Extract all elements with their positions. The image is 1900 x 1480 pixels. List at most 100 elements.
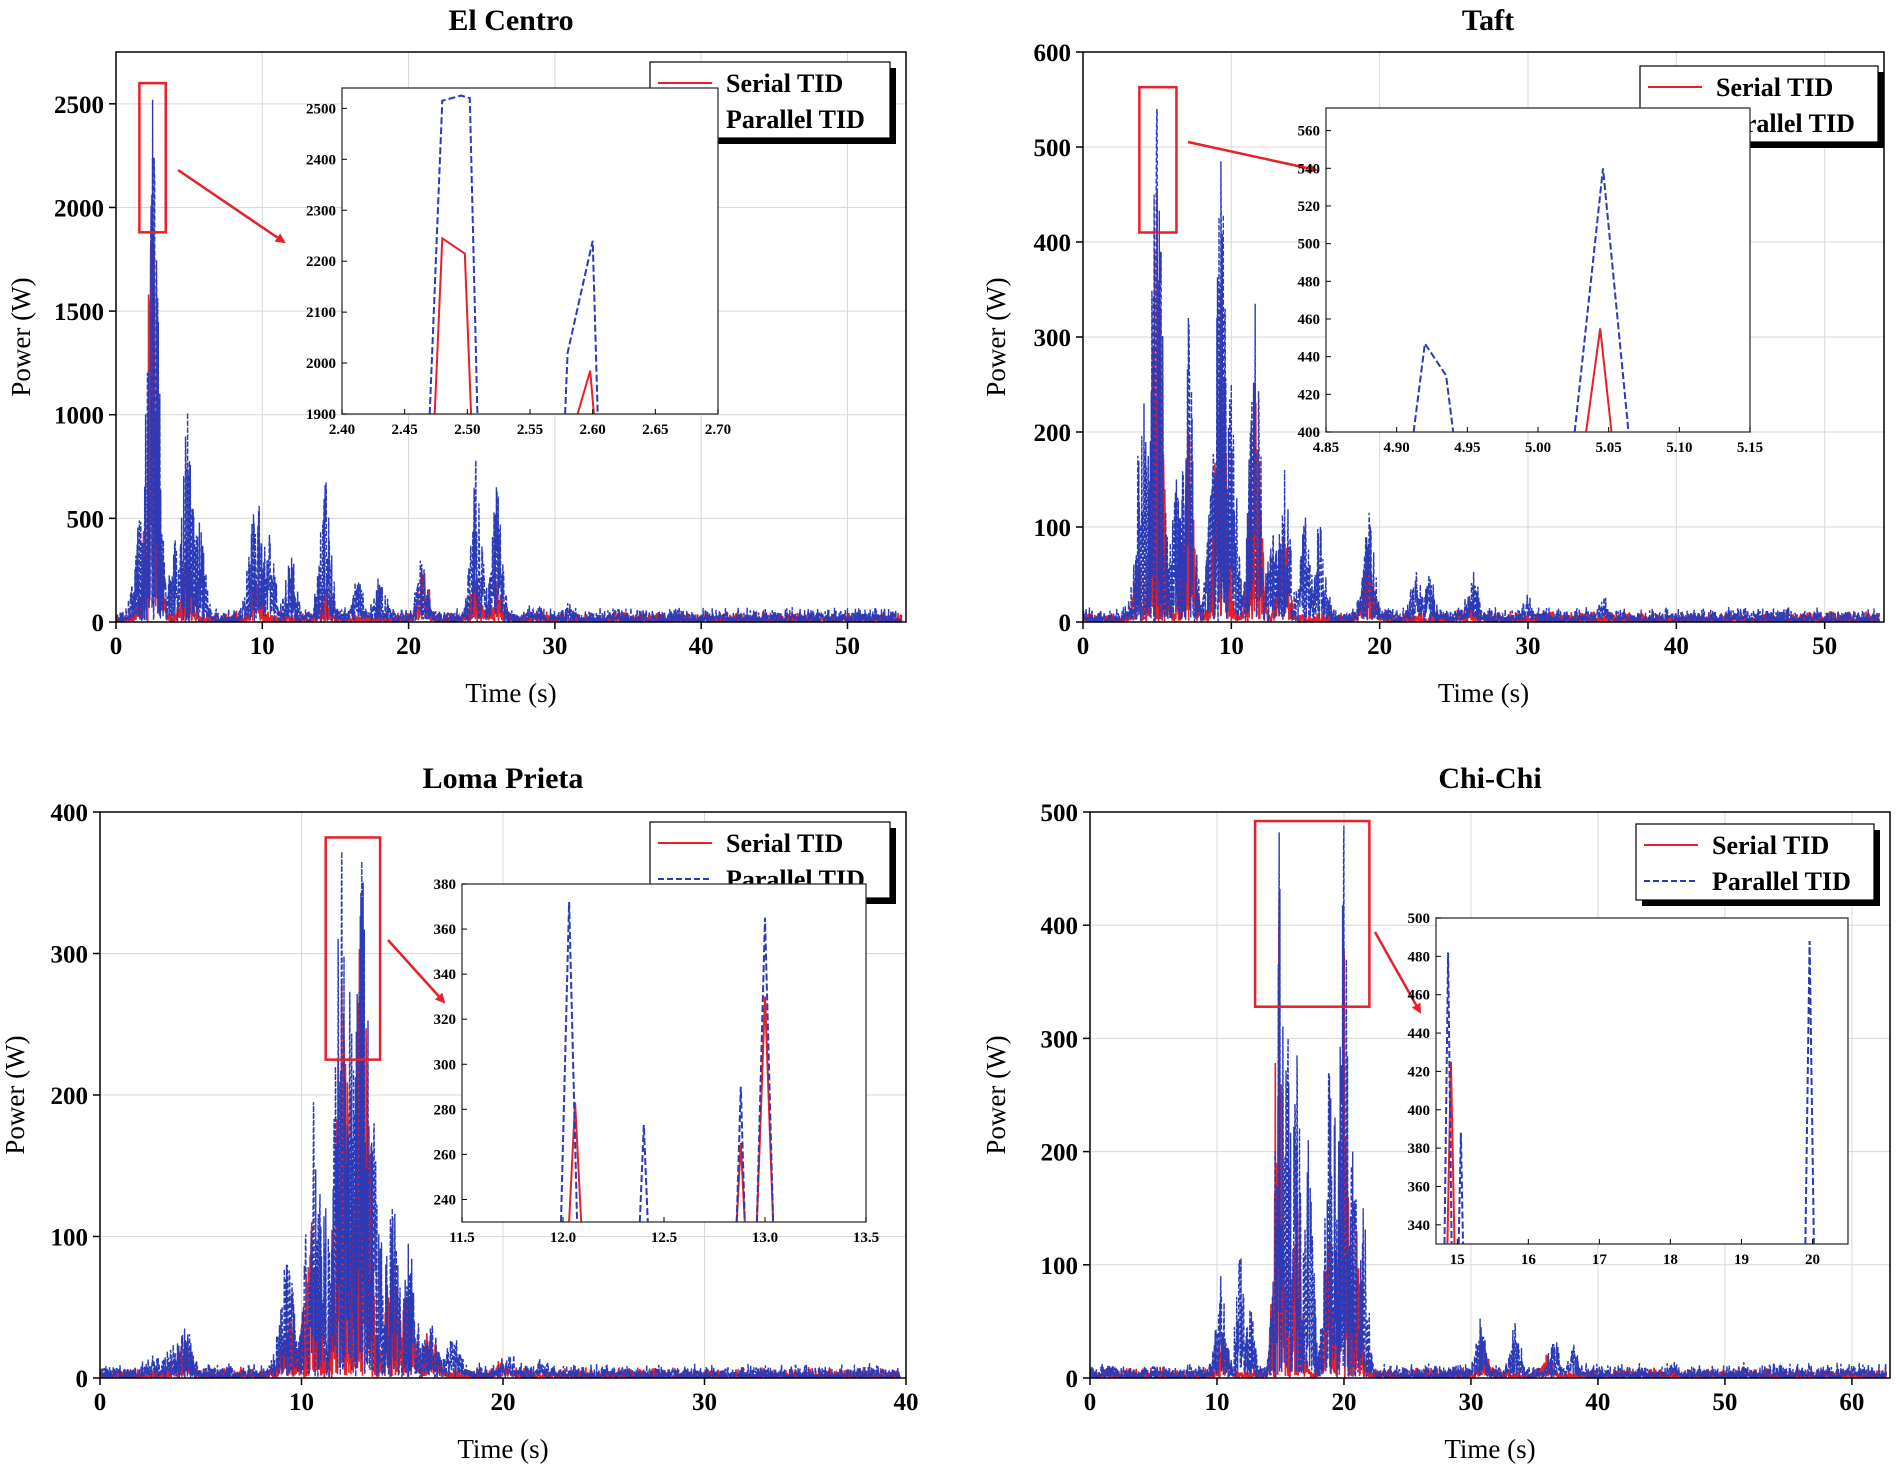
y-tick-label: 400 [51,800,89,827]
legend-serial-label: Serial TID [726,69,843,98]
x-axis-label: Time (s) [465,678,556,708]
inset-x-tick-label: 20 [1805,1252,1820,1268]
x-tick-label: 10 [1219,633,1244,660]
legend-serial-label: Serial TID [1716,73,1833,102]
y-tick-label: 600 [1034,40,1072,67]
inset-y-tick-label: 380 [1408,1141,1431,1157]
y-tick-label: 500 [1041,800,1079,827]
y-tick-label: 2500 [54,92,104,119]
inset-zoom-panel: 11.5 12.0 12.5 13.0 13.5 240 260 280 300 320 340 36… [434,877,880,1246]
inset-y-tick-label: 2100 [306,305,336,321]
inset-x-tick-label: 13.0 [752,1230,778,1246]
inset-x-tick-label: 2.45 [392,422,418,438]
inset-y-tick-label: 420 [1298,387,1321,403]
inset-x-tick-label: 17 [1592,1252,1608,1268]
y-axis-label: Power (W) [981,1035,1011,1154]
x-tick-label: 60 [1839,1389,1864,1416]
inset-x-tick-label: 5.05 [1596,440,1622,456]
inset-serial-line [1585,328,1613,432]
parallel-series-line [116,99,903,622]
inset-y-tick-label: 480 [1298,274,1321,290]
x-tick-label: 40 [1585,1389,1610,1416]
y-tick-label: 1500 [54,299,104,326]
y-tick-label: 200 [1041,1140,1079,1167]
zoom-arrow [387,939,446,1004]
inset-background [1326,108,1750,432]
y-tick-label: 0 [1059,610,1072,637]
inset-parallel-line [428,94,599,414]
inset-y-tick-label: 260 [434,1147,457,1163]
x-tick-label: 30 [692,1389,717,1416]
x-tick-label: 10 [1204,1389,1229,1416]
chart-title: Loma Prieta [423,762,584,795]
y-tick-label: 100 [1034,515,1072,542]
inset-x-tick-label: 12.5 [651,1230,677,1246]
inset-y-tick-label: 2300 [306,203,336,219]
x-axis-label: Time (s) [457,1434,548,1464]
inset-x-tick-label: 16 [1521,1252,1537,1268]
inset-x-tick-label: 19 [1734,1252,1749,1268]
y-tick-label: 400 [1041,913,1079,940]
inset-y-tick-label: 500 [1408,911,1431,927]
x-tick-label: 20 [491,1389,516,1416]
y-tick-label: 100 [1041,1253,1079,1280]
inset-parallel-line [1412,168,1630,432]
inset-parallel-line [560,901,775,1222]
inset-x-tick-label: 13.5 [853,1230,879,1246]
x-axis-label: Time (s) [1438,678,1529,708]
x-tick-label: 50 [1812,633,1837,660]
inset-x-tick-label: 2.70 [705,422,731,438]
x-tick-label: 40 [894,1389,919,1416]
inset-y-tick-label: 460 [1408,988,1431,1004]
parallel-series-line [100,851,901,1378]
y-tick-label: 300 [1041,1026,1079,1053]
zoom-arrow [1373,931,1422,1014]
y-tick-label: 200 [1034,420,1072,447]
x-tick-label: 30 [1516,633,1541,660]
x-tick-label: 50 [1712,1389,1737,1416]
inset-y-tick-label: 360 [434,922,457,938]
legend-serial-label: Serial TID [1712,831,1829,860]
inset-y-tick-label: 540 [1298,161,1321,177]
y-tick-label: 500 [67,506,105,533]
x-tick-label: 0 [94,1389,107,1416]
zoom-highlight-box [138,81,167,234]
inset-x-tick-label: 4.85 [1313,440,1339,456]
inset-x-tick-label: 11.5 [449,1230,474,1246]
inset-y-tick-label: 440 [1298,350,1321,366]
inset-y-tick-label: 500 [1298,237,1321,253]
x-tick-label: 20 [396,633,421,660]
inset-y-tick-label: 380 [434,877,457,893]
inset-x-tick-label: 2.40 [329,422,355,438]
y-tick-label: 0 [76,1366,89,1393]
inset-y-tick-label: 2000 [306,356,336,372]
inset-serial-line [433,236,595,414]
inset-x-tick-label: 5.10 [1666,440,1692,456]
legend-box [1635,823,1875,901]
inset-background [462,884,866,1222]
inset-x-tick-label: 12.0 [550,1230,576,1246]
y-tick-label: 1000 [54,403,104,430]
y-tick-label: 0 [1066,1366,1079,1393]
plot-frame [115,51,907,623]
inset-y-tick-label: 280 [434,1102,457,1118]
inset-x-tick-label: 2.50 [454,422,480,438]
chart-panel-4: 0 10 20 30 40 50 60 0 100 200 300 400 500 Chi-Chi Time… [981,762,1891,1464]
inset-zoom-panel: 4.85 4.90 4.95 5.00 5.05 5.10 5.15 400 420 440 460… [1298,107,1763,456]
x-tick-label: 0 [110,633,123,660]
inset-parallel-line [1443,940,1815,1244]
inset-zoom-panel: 2.40 2.45 2.50 2.55 2.60 2.65 2.70 1900 2000 2100… [306,87,731,438]
inset-frame [1435,917,1849,1245]
inset-y-tick-label: 2500 [306,101,336,117]
x-tick-label: 50 [835,633,860,660]
inset-y-tick-label: 340 [1408,1218,1431,1234]
inset-y-tick-label: 480 [1408,949,1431,965]
y-tick-label: 200 [51,1083,89,1110]
zoom-highlight-box [324,836,382,1061]
inset-y-tick-label: 360 [1408,1179,1431,1195]
y-axis-label: Power (W) [0,1035,30,1154]
